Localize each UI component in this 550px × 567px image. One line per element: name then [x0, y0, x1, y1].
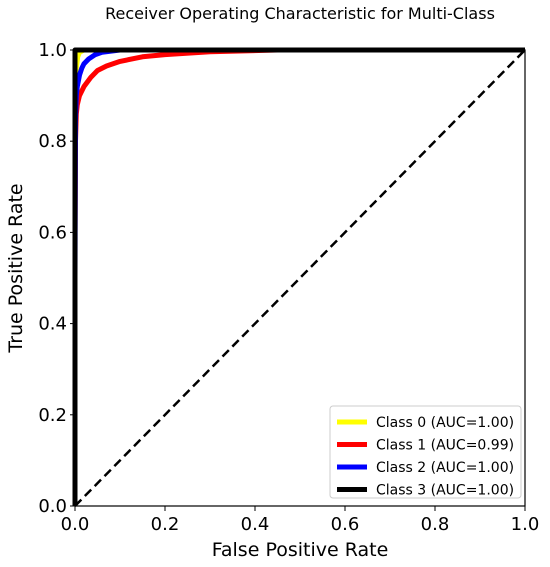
- tick-layer: 0.0 0.2 0.4 0.6 0.8 1.0 0.0 0.2 0.4 0.6 0.8 1.0: [38, 40, 539, 535]
- legend-label-class-0: Class 0 (AUC=1.00): [376, 415, 514, 431]
- legend-label-class-2: Class 2 (AUC=1.00): [376, 460, 514, 476]
- x-axis-label: False Positive Rate: [212, 539, 389, 561]
- legend-label-class-1: Class 1 (AUC=0.99): [376, 438, 514, 454]
- chart-title: Receiver Operating Characteristic for Mu…: [105, 4, 495, 23]
- x-tick-label: 0.4: [241, 514, 270, 535]
- legend: Class 0 (AUC=1.00) Class 1 (AUC=0.99) Clas…: [329, 405, 522, 499]
- y-tick-label: 0.4: [38, 314, 67, 335]
- y-tick-label: 0.2: [38, 405, 67, 426]
- x-tick-label: 0.6: [331, 514, 360, 535]
- legend-label-class-3: Class 3 (AUC=1.00): [376, 483, 514, 499]
- y-axis-label: True Positive Rate: [5, 183, 27, 353]
- y-tick-label: 0.8: [38, 131, 67, 152]
- y-tick-label: 1.0: [38, 40, 67, 61]
- plot-frame: [74, 49, 526, 507]
- chance-diagonal-line: [74, 49, 526, 507]
- x-tick-label: 0.0: [61, 514, 90, 535]
- y-tick-label: 0.0: [38, 496, 67, 517]
- x-tick-label: 0.2: [151, 514, 180, 535]
- x-tick-label: 0.8: [421, 514, 450, 535]
- x-tick-label: 1.0: [511, 514, 540, 535]
- y-tick-label: 0.6: [38, 222, 67, 243]
- legend-box: [329, 405, 522, 499]
